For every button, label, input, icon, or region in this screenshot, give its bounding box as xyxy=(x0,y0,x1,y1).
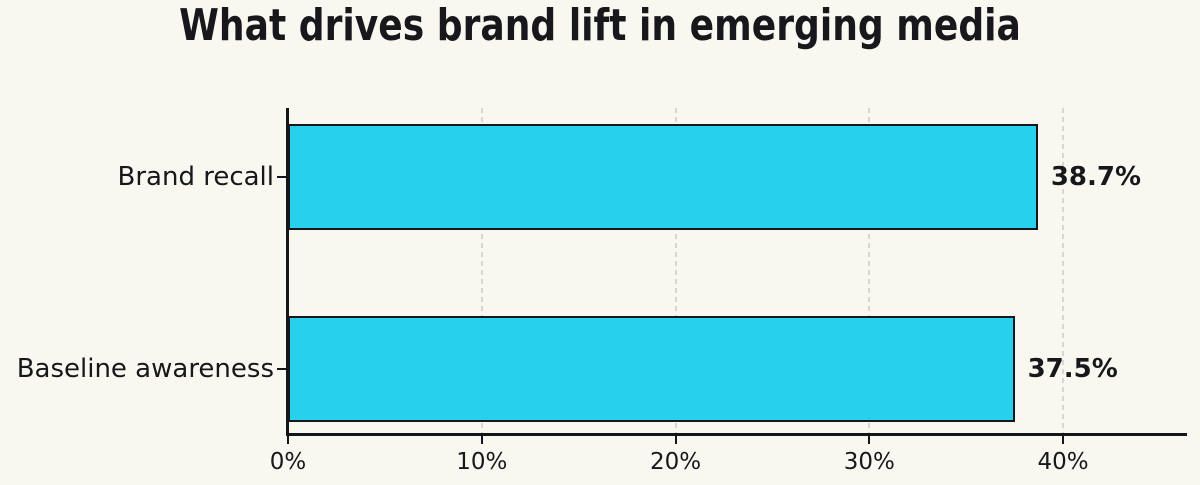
gridline-20% xyxy=(674,108,677,434)
bar-brand-recall xyxy=(288,124,1038,230)
bar-baseline-awareness xyxy=(288,316,1015,422)
y-axis-tick xyxy=(277,368,288,370)
x-axis-tick xyxy=(1062,435,1064,444)
x-axis-tick-label: 10% xyxy=(456,449,508,475)
x-axis-line xyxy=(286,433,1187,436)
category-label-baseline-awareness: Baseline awareness xyxy=(16,354,274,384)
x-axis-tick xyxy=(480,435,483,444)
gridline-40% xyxy=(1062,108,1064,434)
chart-title: What drives brand lift in emerging media xyxy=(179,0,1021,51)
plot-area: 0% 10% 20% 30% 40% Brand recall 38.7% Baseline … xyxy=(17,108,1187,475)
x-axis-tick xyxy=(287,435,289,444)
category-label-brand-recall: Brand recall xyxy=(117,162,275,192)
gridline-30% xyxy=(868,108,871,434)
value-label-brand-recall: 38.7% xyxy=(1050,162,1142,192)
x-axis-tick xyxy=(868,435,871,444)
y-axis-tick xyxy=(277,176,288,178)
x-axis-tick-label: 40% xyxy=(1037,449,1089,475)
gridline-10% xyxy=(480,108,483,434)
x-axis-tick-label: 0% xyxy=(269,449,307,475)
value-label-baseline-awareness: 37.5% xyxy=(1027,354,1118,384)
y-axis-line xyxy=(286,108,289,435)
x-axis-tick-label: 30% xyxy=(843,449,895,475)
x-axis-tick xyxy=(674,435,677,444)
x-axis-tick-label: 20% xyxy=(649,449,702,475)
